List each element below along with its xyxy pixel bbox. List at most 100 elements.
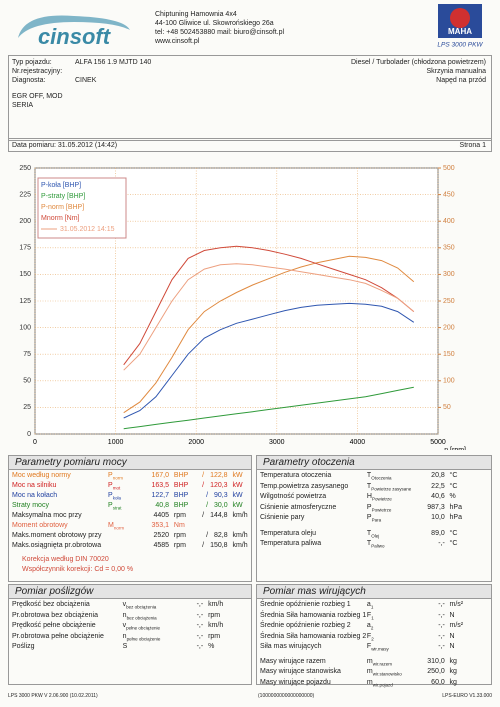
row-unit: °C bbox=[449, 482, 458, 490]
row-label: Moc według normy bbox=[12, 472, 71, 479]
legend-label: P-norm [BHP] bbox=[41, 204, 84, 211]
row-unit-2: kW bbox=[232, 492, 243, 499]
row-unit: °C bbox=[449, 472, 458, 479]
x-tick-label: 5000 bbox=[430, 439, 446, 446]
chart: 0 25 50 75 100 125 150 175 200 225 250 50 100 150 200 2… bbox=[19, 165, 466, 450]
row-symbol: Pnorm bbox=[108, 472, 123, 481]
row-label: Ciśnienie atmosferyczne bbox=[260, 503, 337, 511]
footer-text: LPS-EURO V1.33.000 bbox=[442, 693, 492, 699]
row-unit-2: kW bbox=[232, 502, 243, 509]
row-symbol: TOtoczenia bbox=[366, 472, 392, 481]
row-symbol: HPowietrze bbox=[366, 493, 392, 502]
company: Chiptuning Hamownia 4x4 bbox=[155, 11, 237, 18]
logo: cinsoft bbox=[18, 15, 130, 49]
row-value-2: 150,8 bbox=[183, 541, 228, 550]
section-box: Parametry otoczenia bbox=[256, 455, 492, 582]
row-symbol: TPaliwo bbox=[366, 540, 385, 549]
y2-tick-label: 300 bbox=[443, 271, 455, 278]
row-label: Moc na kołach bbox=[12, 492, 58, 499]
model: LPS 3000 PKW bbox=[437, 42, 483, 49]
y2-tick-label: 500 bbox=[443, 165, 455, 172]
row-symbol: PPowietrze bbox=[366, 503, 392, 512]
row-symbol: Pmot bbox=[108, 482, 121, 491]
row-unit-2: kW bbox=[232, 482, 243, 489]
row-unit: °C bbox=[449, 529, 458, 537]
row-subscript: Paliwo bbox=[371, 543, 385, 549]
row-value: -,- bbox=[438, 611, 445, 619]
row-label: Moment obrotowy bbox=[12, 522, 68, 529]
row-subscript: 2 bbox=[370, 625, 374, 631]
row-symbol: TOlej bbox=[366, 529, 380, 538]
row-unit: N bbox=[449, 643, 455, 650]
row-subscript: norm bbox=[112, 475, 123, 481]
row-label: Masy wirujące razem bbox=[260, 657, 326, 665]
row-value: 4585 bbox=[153, 542, 170, 549]
y2-tick-label: 400 bbox=[443, 218, 455, 225]
y2-tick-label: 100 bbox=[443, 378, 455, 385]
row-value: 122,7 bbox=[151, 492, 170, 499]
y-tick-label: 200 bbox=[19, 218, 31, 225]
series-line bbox=[123, 255, 415, 414]
row-label: Maks.osiągnięta pr.obrotowa bbox=[12, 542, 102, 549]
row-subscript: Otoczenia bbox=[371, 475, 392, 481]
row-unit: rpm bbox=[173, 532, 186, 539]
row-value: 353,1 bbox=[151, 522, 170, 529]
row-unit: rpm bbox=[208, 611, 221, 619]
section-box: Parametry pomiaru mocy bbox=[8, 455, 252, 582]
row-subscript: Powietrze bbox=[371, 496, 392, 502]
row-subscript: Olej bbox=[371, 532, 380, 538]
row-unit: km/h bbox=[208, 622, 224, 629]
section-title: Pomiar mas wirujących bbox=[257, 585, 491, 599]
field-value: ALFA 156 1.9 MJTD 140 bbox=[75, 59, 152, 66]
series-line bbox=[123, 386, 414, 430]
brand: MAHA bbox=[448, 27, 472, 36]
row-label: Temperatura oleju bbox=[260, 529, 317, 537]
row-symbol: Pstrat bbox=[108, 502, 122, 511]
x-tick-label: 4000 bbox=[350, 439, 366, 446]
y-tick-label: 250 bbox=[19, 165, 31, 172]
row-value: 987,3 bbox=[427, 503, 445, 511]
web: www.cinsoft.pl bbox=[155, 38, 200, 45]
legend-label: P-straty [BHP] bbox=[41, 193, 85, 200]
series-line bbox=[123, 302, 415, 419]
row-value: -,- bbox=[438, 643, 445, 650]
row-label: Średnie opóźnienie rozbieg 1 bbox=[260, 601, 351, 608]
date-box bbox=[8, 138, 492, 152]
footer-text: (1000000000000000000) bbox=[258, 693, 315, 699]
row-value-2: 144,8 bbox=[183, 511, 228, 520]
row-label: Straty mocy bbox=[12, 502, 49, 509]
row-value: 60,0 bbox=[431, 678, 445, 686]
y-tick-label: 75 bbox=[23, 351, 31, 358]
row-subscript: 1 bbox=[370, 604, 374, 610]
row-unit: N bbox=[449, 632, 455, 640]
row-unit: km/h bbox=[208, 601, 224, 608]
field-label: Diagnosta: bbox=[12, 77, 46, 84]
x-axis-label: n [rpm] bbox=[444, 447, 466, 450]
row-value: -,- bbox=[438, 540, 445, 547]
spec: Diesel / Turbolader (chłodzona powietrze… bbox=[350, 59, 486, 66]
row-value: 10,0 bbox=[431, 514, 445, 521]
spec: Skrzynia manualna bbox=[426, 68, 486, 75]
y2-tick-label: 450 bbox=[443, 191, 455, 198]
row-unit: BHP bbox=[173, 472, 189, 479]
row-subscript: norm bbox=[113, 525, 125, 531]
row-symbol: Mnorm bbox=[108, 522, 125, 531]
row-value-2: 82,8 bbox=[183, 531, 228, 540]
logo-text: cinsoft bbox=[38, 24, 112, 49]
section-title: Parametry pomiaru mocy bbox=[9, 456, 251, 470]
row-unit: kg bbox=[449, 668, 457, 675]
row-symbol: vbez obciążenia bbox=[122, 601, 157, 610]
row-symbol: mwir.pojazd bbox=[366, 678, 393, 687]
row-subscript: wir.masy bbox=[371, 646, 389, 652]
address: 44-100 Gliwice ul. Skowrońskiego 26a bbox=[155, 20, 274, 27]
row-subscript: pełne obciążenie bbox=[126, 635, 161, 641]
row-unit: hPa bbox=[449, 503, 462, 511]
row-symbol: mwir.razem bbox=[366, 657, 393, 666]
y-tick-label: 50 bbox=[23, 378, 31, 385]
row-subscript: koła bbox=[112, 495, 121, 501]
x-tick-label: 3000 bbox=[269, 439, 285, 446]
row-unit-2: km/h bbox=[232, 532, 248, 539]
row-label: Pr.obrotowa bez obciążenia bbox=[12, 611, 98, 619]
row-label: Średnia Siła hamowania rozbieg 2 bbox=[260, 632, 367, 640]
